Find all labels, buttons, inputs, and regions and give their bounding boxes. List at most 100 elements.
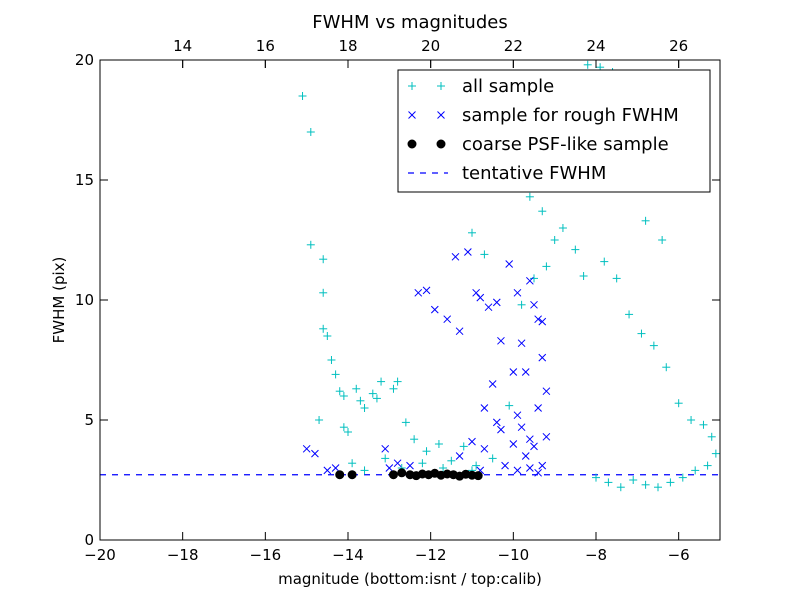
series-2-point-3 [397, 468, 407, 478]
series-1-point-30-d2 [488, 380, 497, 388]
y-axis-left: 0 5 10 15 20 [75, 51, 720, 549]
legend: all sample sample for rough FWHM coarse PS… [397, 69, 711, 193]
legend-label-2: coarse PSF-like sample [462, 134, 669, 155]
series-1-point-31-d2 [497, 425, 505, 434]
series-0-point-56 [542, 262, 551, 271]
series-1-point-51-d2 [538, 353, 547, 362]
series-2-point-0-dot [335, 470, 345, 480]
series-0-point-76 [654, 483, 662, 492]
series-1-point-14-d2 [464, 248, 472, 256]
series-2-point-0 [335, 470, 345, 480]
series-0-point-73 [691, 466, 700, 475]
series-0-point-58 [558, 224, 567, 232]
series-1-point-9-d2 [422, 286, 431, 295]
series-1-point-38 [534, 404, 542, 412]
legend-swatch-2-a-dot [407, 139, 417, 149]
series-0-point-5 [319, 324, 328, 333]
series-1-point-25 [521, 368, 530, 376]
series-1-point-25-d2 [521, 368, 530, 376]
series-0-point-63 [625, 310, 634, 319]
series-0-point-62 [612, 274, 621, 283]
series-1-point-33-d2 [513, 411, 522, 420]
series-0-point-78 [629, 476, 638, 484]
series-0-point-75 [666, 478, 675, 487]
series-1-point-16 [476, 293, 485, 302]
series-0-point-42 [658, 236, 667, 244]
series-0-point-44 [339, 423, 348, 432]
series-0-point-18 [389, 384, 398, 393]
series-0-point-53 [505, 401, 514, 410]
series-1-point-30 [488, 380, 497, 388]
series-0-point-20 [401, 418, 410, 427]
series-1-point-32 [509, 440, 518, 448]
series-1-point-1-d2 [311, 449, 319, 458]
x-axis-label: magnitude (bottom:isnt / top:calib) [278, 570, 542, 588]
series-1-point-37-d2 [530, 442, 538, 451]
series-0-point-64 [637, 329, 646, 338]
top-tick-label-3: 20 [421, 37, 440, 55]
y-tick-label-2: 10 [75, 291, 94, 309]
series-2-point-15-dot [473, 471, 483, 481]
series-0-point-31 [525, 192, 534, 201]
legend-swatch-1-a-d2 [408, 111, 416, 119]
series-1-point-20-d2 [497, 336, 505, 345]
series-1-point-15-d2 [472, 288, 480, 297]
series-0-point-25 [459, 442, 468, 451]
series-1-point-48 [492, 418, 501, 427]
series-1-point-3 [331, 464, 340, 472]
series-1-point-43 [526, 464, 534, 472]
series-0-point-60 [579, 272, 588, 280]
series-0-point-7 [327, 356, 336, 364]
series-0-point-28 [468, 228, 476, 237]
series-1 [302, 248, 551, 477]
series-1-point-46-d2 [468, 437, 476, 446]
series-1-point-34 [517, 423, 526, 432]
series-1-point-49-d2 [542, 387, 551, 396]
series-1-point-31 [497, 425, 505, 434]
series-1-point-43-d2 [526, 464, 534, 472]
series-0-point-68 [687, 416, 696, 424]
top-tick-label-5: 24 [586, 37, 605, 55]
series-1-point-41-d2 [501, 461, 509, 470]
series-1-point-36-d2 [526, 435, 534, 444]
series-1-point-28 [534, 315, 542, 324]
series-1-point-32-d2 [509, 440, 518, 448]
y-tick-label-4: 20 [75, 51, 94, 69]
series-1-point-39-d2 [538, 461, 547, 470]
series-1-point-17 [480, 444, 489, 453]
series-0-point-10 [339, 392, 348, 400]
legend-entry-2: coarse PSF-like sample [407, 134, 669, 155]
series-1-point-37 [530, 442, 538, 451]
series-1-point-7-d2 [406, 461, 414, 470]
series-1-point-44-d2 [534, 468, 542, 477]
series-2 [335, 468, 483, 481]
series-1-point-12-d2 [455, 327, 464, 336]
series-1-point-8 [414, 288, 423, 297]
series-1-point-22 [509, 368, 518, 376]
series-1-point-39 [538, 461, 547, 470]
series-0-point-16 [372, 394, 381, 403]
legend-swatch-2-b-dot [436, 139, 446, 149]
series-1-point-2-d2 [323, 466, 332, 475]
series-1-point-7 [406, 461, 414, 470]
series-0-point-36 [583, 60, 592, 69]
series-1-point-3-d2 [331, 464, 340, 472]
series-1-point-41 [501, 461, 509, 470]
series-1-point-29-d2 [538, 317, 547, 326]
series-0-point-55 [530, 274, 538, 283]
series-1-point-21-d2 [505, 260, 514, 268]
series-1-point-34-d2 [517, 423, 526, 432]
series-1-point-28-d2 [534, 315, 542, 324]
series-0-point-15 [368, 389, 377, 398]
series-0-point-50 [439, 464, 448, 472]
series-0-point-22 [422, 447, 431, 456]
series-0-point-46 [360, 466, 369, 475]
series-0-point-17 [377, 377, 386, 386]
series-0-point-14 [360, 404, 369, 412]
series-0-point-79 [616, 483, 625, 492]
series-1-point-26 [526, 276, 534, 285]
series-1-point-42-d2 [513, 466, 522, 475]
series-1-point-26-d2 [526, 276, 534, 285]
series-0-point-49 [418, 459, 427, 468]
series-1-point-24 [517, 339, 526, 348]
